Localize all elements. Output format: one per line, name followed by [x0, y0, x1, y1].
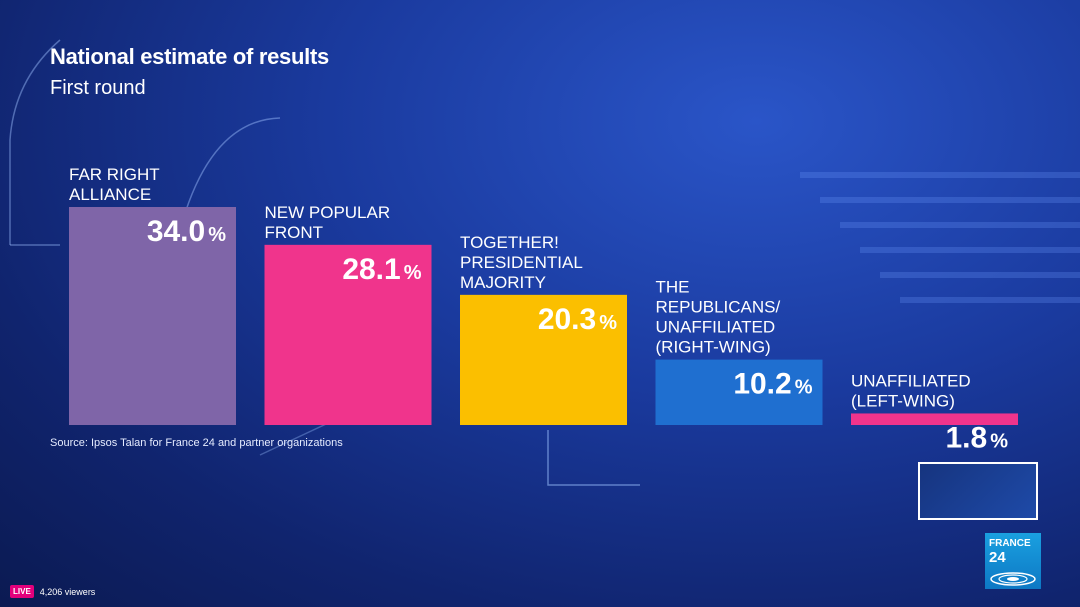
- chart-title: National estimate of results: [50, 44, 329, 69]
- bar-value-label-5: 1.8%: [945, 421, 1008, 454]
- bar-category-label-2: NEW POPULAR FRONT: [265, 203, 391, 242]
- logo-line-2: 24: [989, 549, 1006, 566]
- chart-subtitle: First round: [50, 77, 146, 99]
- bar-value-label-3: 20.3%: [538, 303, 617, 336]
- bar-value-label-1: 34.0%: [147, 215, 226, 248]
- bar-category-label-1: FAR RIGHT ALLIANCE: [69, 165, 160, 204]
- logo-wave-icon: [990, 572, 1036, 586]
- bar-category-label-5: UNAFFILIATED (LEFT-WING): [851, 371, 971, 410]
- source-note: Source: Ipsos Talan for France 24 and pa…: [50, 437, 343, 449]
- bar-value-label-4: 10.2%: [733, 368, 812, 401]
- bar-value-label-2: 28.1%: [342, 253, 421, 286]
- video-preview-frame: [918, 462, 1038, 520]
- logo-line-1: FRANCE: [989, 538, 1031, 549]
- bar-2: [264, 244, 432, 425]
- live-badge: LIVE: [10, 585, 34, 598]
- viewer-count: 4,206 viewers: [39, 586, 96, 597]
- bar-category-label-4: THE REPUBLICANS/UNAFFILIATED (RIGHT-WING): [656, 278, 781, 357]
- bar-category-label-3: TOGETHER! PRESIDENTIAL MAJORITY: [460, 233, 583, 292]
- live-stream-bar: LIVE 4,206 viewers: [10, 585, 95, 598]
- bar-3: [460, 294, 627, 425]
- bar-4: [655, 359, 823, 425]
- bar-5: [851, 413, 1018, 425]
- bar-1: [69, 207, 236, 425]
- france24-logo: FRANCE 24: [985, 533, 1041, 589]
